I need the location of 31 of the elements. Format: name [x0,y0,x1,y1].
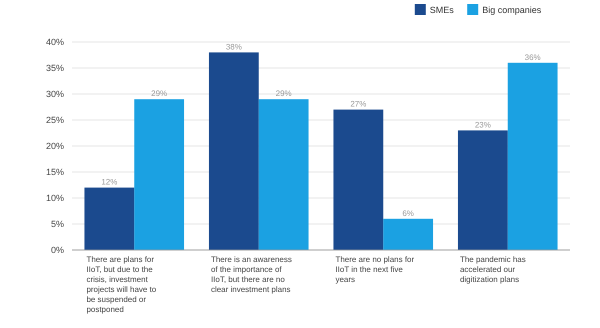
x-tick-label: There are plans for IIoT, but due to the crisis, investment projects will have to be suspended or postponed [86,255,157,314]
legend-label: SMEs [430,5,454,15]
y-tick-label: 20% [46,141,64,152]
bar [208,52,259,250]
y-tick-label: 25% [46,115,64,126]
y-tick-label: 5% [50,219,64,230]
legend-label: Big companies [482,5,542,15]
x-tick-label: There is an awareness of the importance of IIoT, but there are no clear investment plans [210,255,292,294]
y-tick-label: 10% [46,193,64,204]
bar [258,99,309,250]
text: 23% [474,120,491,130]
y-tick-label: 0% [50,245,64,256]
bar [134,99,184,250]
x-tick-label: The pandemic has accelerated our digitization plans [460,255,526,284]
bar [333,110,384,250]
bar [84,188,134,250]
bar [458,130,508,250]
y-tick-label: 30% [46,89,64,100]
y-tick-label: 40% [46,37,64,48]
text: 29% [151,89,168,98]
text: 27% [350,100,366,109]
x-tick-label: There are no plans for IIoT in the next five years [335,255,414,284]
text: 12% [101,178,118,187]
bar [383,218,434,250]
y-tick-label: 35% [46,63,64,74]
y-tick-label: 15% [46,167,64,178]
bar [508,62,558,250]
text: 38% [226,42,242,52]
text: 36% [524,52,541,62]
text: 29% [276,89,292,98]
text: 6% [402,208,414,218]
